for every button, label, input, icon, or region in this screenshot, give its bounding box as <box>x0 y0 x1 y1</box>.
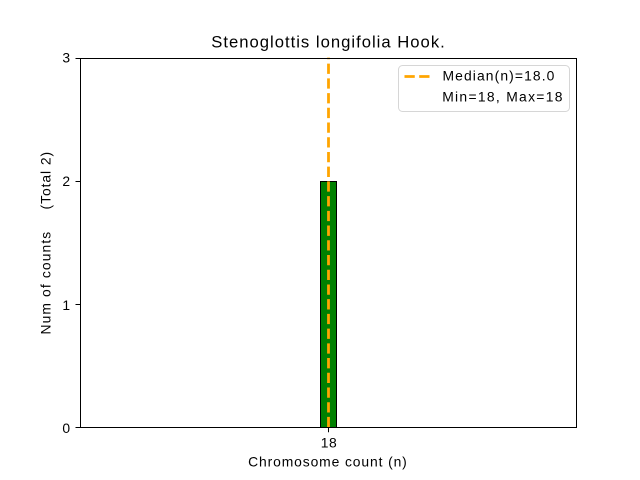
svg-text:Min=18, Max=18: Min=18, Max=18 <box>442 89 564 105</box>
svg-text:18: 18 <box>321 435 338 451</box>
svg-text:0: 0 <box>62 420 70 436</box>
svg-text:Stenoglottis longifolia Hook.: Stenoglottis longifolia Hook. <box>211 32 446 51</box>
svg-text:Chromosome count (n): Chromosome count (n) <box>248 454 408 470</box>
svg-text:2: 2 <box>62 173 70 189</box>
svg-text:Num of counts: Num of counts <box>37 231 53 335</box>
svg-text:3: 3 <box>62 50 70 66</box>
svg-text:(Total 2): (Total 2) <box>37 151 53 210</box>
svg-text:Median(n)=18.0: Median(n)=18.0 <box>443 68 556 84</box>
svg-text:1: 1 <box>62 297 70 313</box>
